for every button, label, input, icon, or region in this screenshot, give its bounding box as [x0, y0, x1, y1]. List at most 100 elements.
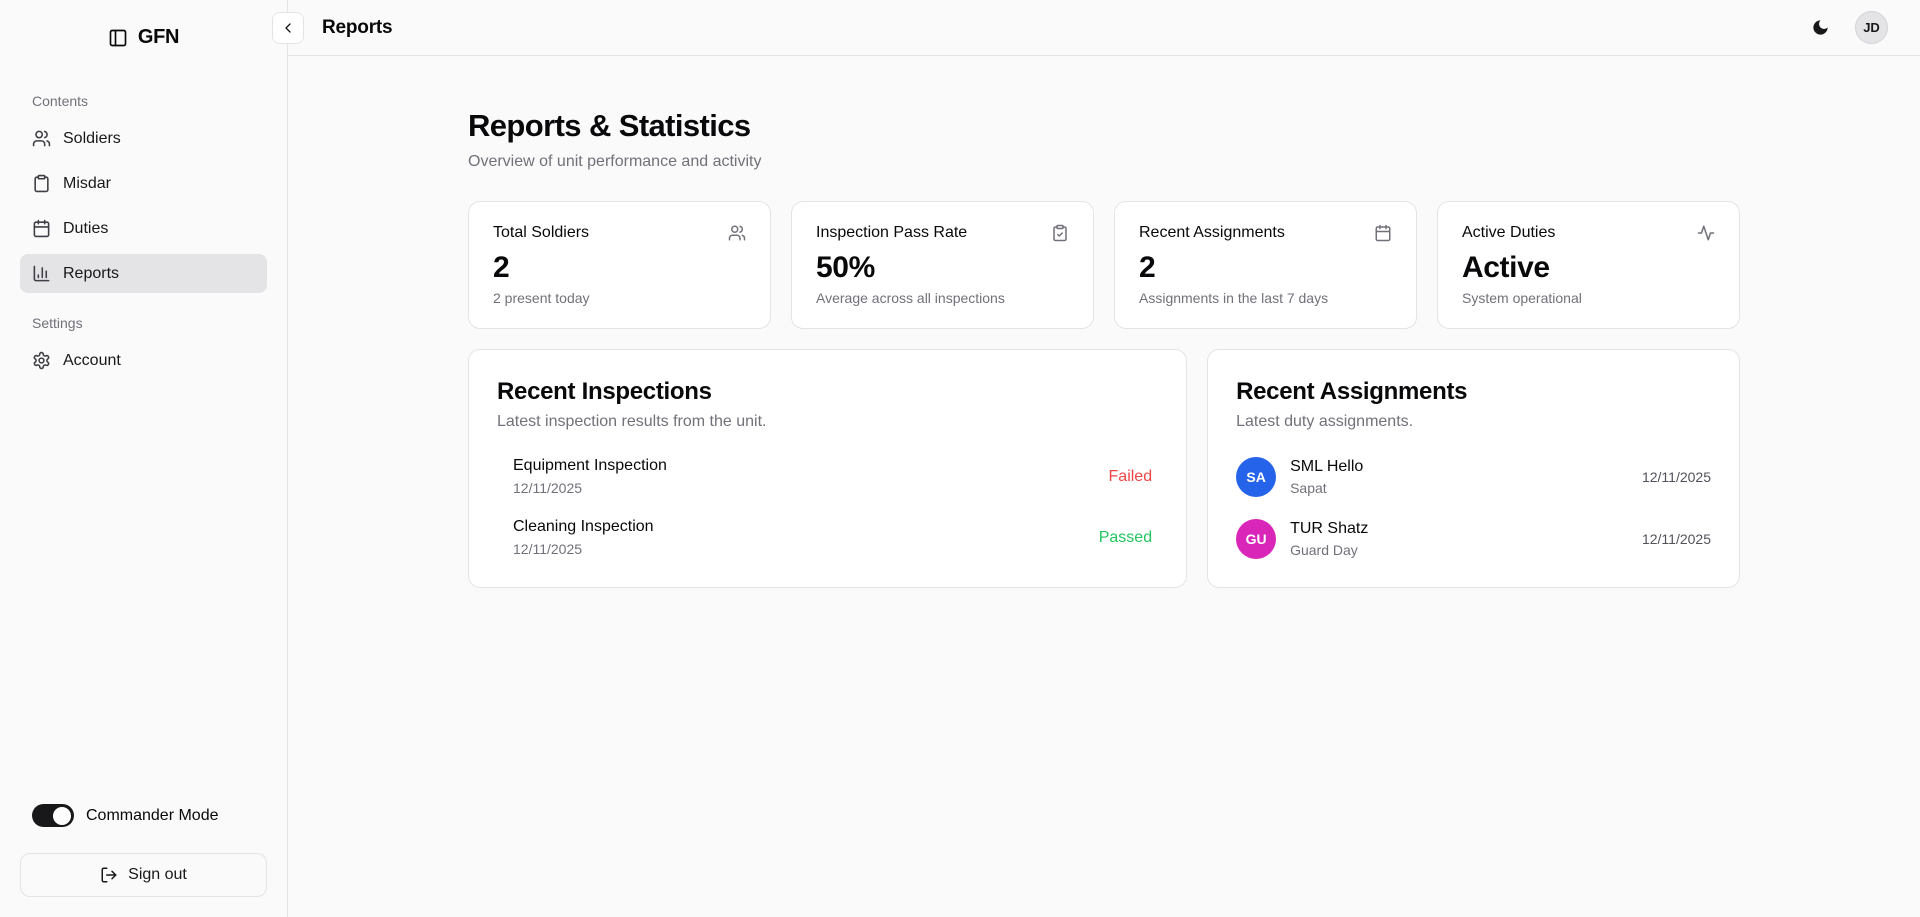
assignment-duty: Sapat	[1290, 480, 1327, 496]
clipboard-icon	[32, 174, 51, 193]
assignment-date: 12/11/2025	[1641, 531, 1711, 547]
panel-subtitle: Latest duty assignments.	[1236, 413, 1414, 430]
recent-assignments-panel: Recent Assignments Latest duty assignmen…	[1207, 349, 1740, 588]
main-area: Reports JD Reports & Statistics Overview…	[272, 0, 1920, 917]
header-title: Reports	[322, 16, 393, 38]
sidebar-nav-contents: Soldiers Misdar Duties Reports	[20, 119, 267, 293]
clipboard-check-icon	[1051, 224, 1069, 242]
sidebar-item-label: Duties	[63, 219, 109, 237]
sidebar-section-label-contents: Contents	[32, 93, 89, 109]
page-content: Reports & Statistics Overview of unit pe…	[288, 56, 1920, 917]
inspection-status-badge: Passed	[1098, 528, 1153, 546]
inspection-info: Cleaning Inspection 12/11/2025	[513, 518, 654, 557]
panel-layout-icon	[108, 28, 128, 48]
inspection-info: Equipment Inspection 12/11/2025	[513, 457, 667, 496]
stat-value: 2	[1139, 251, 1156, 284]
sidebar-collapse-button[interactable]	[272, 11, 304, 44]
sign-out-icon	[100, 866, 118, 884]
recent-inspections-panel: Recent Inspections Latest inspection res…	[468, 349, 1188, 588]
avatar: GU	[1236, 519, 1277, 559]
panel-title: Recent Assignments	[1236, 378, 1468, 405]
assignment-row: GU TUR Shatz Guard Day 12/11/2025	[1236, 519, 1711, 559]
stat-card-header: Total Soldiers	[493, 224, 746, 242]
stat-label: Inspection Pass Rate	[816, 224, 968, 241]
inspection-date: 12/11/2025	[513, 541, 583, 557]
sidebar-item-soldiers[interactable]: Soldiers	[20, 119, 267, 158]
calendar-icon	[32, 219, 51, 238]
panels-grid: Recent Inspections Latest inspection res…	[468, 349, 1740, 588]
assignment-list: SA SML Hello Sapat 12/11/2025 GU TUR Sha…	[1236, 457, 1711, 559]
inspection-row: Equipment Inspection 12/11/2025 Failed	[497, 457, 1158, 496]
stat-card-active-duties: Active Duties Active System operational	[1437, 201, 1740, 329]
stat-label: Active Duties	[1462, 224, 1556, 241]
assignment-date: 12/11/2025	[1641, 469, 1711, 485]
users-icon	[32, 129, 51, 148]
header: Reports JD	[272, 0, 1920, 56]
sidebar-item-account[interactable]: Account	[20, 341, 267, 380]
stats-grid: Total Soldiers 2 2 present today Inspect…	[468, 201, 1740, 329]
toggle-knob	[53, 806, 71, 825]
assignment-info: SML Hello Sapat	[1290, 458, 1363, 496]
sign-out-button[interactable]: Sign out	[20, 853, 267, 897]
stat-value: Active	[1462, 251, 1550, 284]
commander-mode-row: Commander Mode	[32, 804, 255, 827]
stat-description: Assignments in the last 7 days	[1139, 290, 1329, 306]
stat-label: Recent Assignments	[1139, 224, 1285, 241]
brand: GFN	[20, 16, 267, 71]
stat-value: 50%	[816, 251, 875, 284]
panel-title: Recent Inspections	[497, 378, 712, 405]
moon-icon	[1811, 18, 1830, 37]
chevron-left-icon	[280, 20, 296, 36]
assignment-row: SA SML Hello Sapat 12/11/2025	[1236, 457, 1711, 497]
assignment-duty: Guard Day	[1290, 542, 1358, 558]
content-container: Reports & Statistics Overview of unit pe…	[468, 56, 1740, 628]
page-title: Reports & Statistics	[468, 108, 751, 143]
sidebar-item-label: Soldiers	[63, 129, 121, 147]
sign-out-label: Sign out	[128, 866, 187, 883]
sidebar-nav-settings: Account	[20, 341, 267, 380]
commander-mode-label: Commander Mode	[86, 806, 219, 824]
sidebar-item-label: Reports	[63, 264, 120, 282]
calendar-icon	[1374, 224, 1392, 242]
inspection-date: 12/11/2025	[513, 480, 583, 496]
sidebar-spacer	[20, 380, 267, 804]
sidebar-item-duties[interactable]: Duties	[20, 209, 267, 248]
theme-toggle-button[interactable]	[1803, 11, 1837, 45]
inspection-list: Equipment Inspection 12/11/2025 Failed C…	[497, 457, 1158, 557]
sidebar-item-label: Misdar	[63, 174, 112, 192]
sidebar-item-misdar[interactable]: Misdar	[20, 164, 267, 203]
inspection-name: Cleaning Inspection	[513, 518, 654, 535]
inspection-name: Equipment Inspection	[513, 457, 667, 474]
assignment-soldier-name: SML Hello	[1290, 458, 1364, 475]
stat-card-recent-assignments: Recent Assignments 2 Assignments in the …	[1114, 201, 1417, 329]
stat-card-header: Active Duties	[1462, 224, 1715, 242]
stat-card-header: Inspection Pass Rate	[816, 224, 1069, 242]
user-avatar[interactable]: JD	[1855, 11, 1888, 44]
inspection-status-badge: Failed	[1108, 467, 1153, 485]
stat-description: 2 present today	[493, 290, 590, 306]
assignment-soldier-name: TUR Shatz	[1290, 520, 1369, 537]
stat-card-header: Recent Assignments	[1139, 224, 1392, 242]
stat-label: Total Soldiers	[493, 224, 590, 241]
sidebar-item-reports[interactable]: Reports	[20, 254, 267, 293]
stat-card-total-soldiers: Total Soldiers 2 2 present today	[468, 201, 771, 329]
page-subtitle: Overview of unit performance and activit…	[468, 153, 762, 170]
stat-description: Average across all inspections	[816, 290, 1005, 306]
sidebar: GFN Contents Soldiers Misdar Duties Repo…	[0, 0, 288, 917]
gear-icon	[32, 351, 51, 370]
stat-value: 2	[493, 251, 510, 284]
brand-name: GFN	[137, 26, 180, 48]
assignment-info: TUR Shatz Guard Day	[1290, 520, 1368, 558]
activity-icon	[1697, 224, 1715, 242]
commander-mode-toggle[interactable]	[32, 804, 74, 827]
sidebar-item-label: Account	[63, 351, 121, 369]
avatar: SA	[1236, 457, 1277, 497]
users-icon	[728, 224, 746, 242]
sidebar-section-label-settings: Settings	[32, 315, 83, 331]
stat-description: System operational	[1462, 290, 1582, 306]
stat-card-inspection-pass-rate: Inspection Pass Rate 50% Average across …	[791, 201, 1094, 329]
panel-subtitle: Latest inspection results from the unit.	[497, 413, 767, 430]
header-actions: JD	[1803, 11, 1888, 45]
bar-chart-icon	[32, 264, 51, 283]
inspection-row: Cleaning Inspection 12/11/2025 Passed	[497, 518, 1158, 557]
